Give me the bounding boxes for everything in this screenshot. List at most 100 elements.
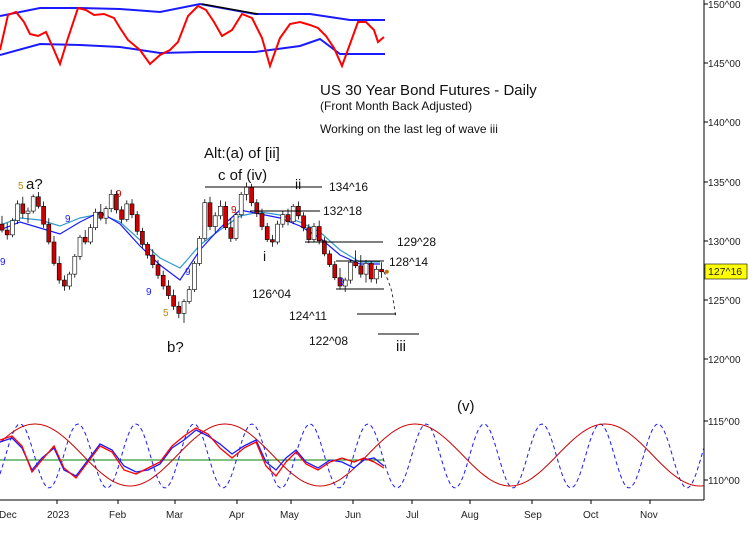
candle-body <box>4 229 10 236</box>
candle-body <box>93 211 98 229</box>
candle-body <box>353 261 358 267</box>
candle-body <box>56 263 62 281</box>
wave-label: c of (iv) <box>218 167 267 184</box>
candle-body <box>285 214 291 223</box>
y-tick-label: 130^00 <box>708 237 741 248</box>
candle-body <box>202 202 208 239</box>
candle-body <box>197 238 202 264</box>
level-label: 124^11 <box>289 309 327 323</box>
candle-body <box>368 263 374 280</box>
candle-body <box>348 261 353 281</box>
candle-body <box>192 263 197 290</box>
candle-body <box>270 239 275 243</box>
candle-body <box>212 215 218 227</box>
candle-body <box>322 240 327 255</box>
chart-title: US 30 Year Bond Futures - Daily <box>320 82 537 99</box>
y-tick-label: 150^00 <box>708 0 741 11</box>
wave-label: iii <box>396 338 406 355</box>
candle-body <box>103 208 109 219</box>
candle-body <box>207 202 213 227</box>
x-tick-label: Feb <box>109 510 127 521</box>
candle-body <box>140 230 145 245</box>
candle-body <box>171 295 176 307</box>
candle-body <box>254 202 260 214</box>
candle-series <box>0 182 389 323</box>
candle-body <box>259 213 265 227</box>
candle-body <box>238 194 244 215</box>
candle-body <box>275 223 280 243</box>
candle-body <box>82 236 88 243</box>
candle-body <box>223 206 228 229</box>
x-tick-label: Apr <box>229 510 245 521</box>
count-marker: 9 <box>231 205 237 216</box>
candle-body <box>134 214 140 232</box>
candle-body <box>88 227 93 243</box>
candle-body <box>15 203 20 221</box>
x-axis-labels: Dec 2023 Feb Mar Apr May Jun Jul Aug Sep… <box>0 500 658 521</box>
bottom-cycle-panel <box>0 423 705 489</box>
candle-body <box>62 279 67 287</box>
candle-body <box>363 263 369 275</box>
moving-average-fast <box>0 209 380 281</box>
candle-body <box>41 206 46 225</box>
candle-body <box>160 275 166 287</box>
x-tick-label: Jul <box>406 510 419 521</box>
candle-body <box>145 244 150 256</box>
count-marker: 9 <box>339 277 345 288</box>
count-marker: 9 <box>185 267 191 278</box>
candle-body <box>311 226 317 240</box>
candle-body <box>327 253 332 265</box>
candle-body <box>228 227 234 239</box>
level-label: 132^18 <box>323 204 362 218</box>
candle-body <box>150 254 156 265</box>
candle-body <box>46 223 52 243</box>
level-label: 129^28 <box>397 235 436 249</box>
wave-label: i <box>263 248 266 264</box>
cycle-price-red <box>0 427 385 479</box>
chart-comment: Working on the last leg of wave iii <box>320 122 498 136</box>
level-label: 134^16 <box>329 180 368 194</box>
wave-label: ii <box>295 176 301 192</box>
x-tick-label: Nov <box>640 510 658 521</box>
y-tick-label: 125^00 <box>708 296 741 307</box>
candle-body <box>280 214 286 225</box>
y-tick-label: 135^00 <box>708 178 741 189</box>
candle-body <box>129 203 135 215</box>
candle-body <box>379 269 384 273</box>
x-tick-label: Aug <box>461 510 479 521</box>
candle-body <box>77 236 83 257</box>
count-marker: 9 <box>116 189 122 200</box>
candle-body <box>358 265 364 275</box>
candle-body <box>30 196 36 212</box>
wave-label: a? <box>26 176 43 193</box>
candle-body <box>10 220 15 236</box>
candle-body <box>186 289 192 302</box>
last-price-label: 127^16 <box>708 266 742 278</box>
candle-body <box>108 194 114 209</box>
candle-body <box>20 203 26 214</box>
y-tick-label: 140^00 <box>708 118 741 129</box>
top-oscillator-upper-band <box>0 2 385 21</box>
candle-body <box>233 214 239 239</box>
candle-body <box>244 186 249 195</box>
candle-body <box>337 277 343 287</box>
candle-body <box>72 255 78 275</box>
candle-body <box>301 215 306 229</box>
wave-label: (v) <box>457 398 475 415</box>
candle-body <box>342 279 348 287</box>
top-oscillator-panel <box>0 2 385 70</box>
candle-body <box>176 305 182 314</box>
candle-body <box>114 194 119 211</box>
candle-body <box>36 196 41 207</box>
x-tick-label: Jun <box>345 510 361 521</box>
wave-label: b? <box>167 339 184 356</box>
y-tick-label: 110^00 <box>708 476 740 487</box>
candle-body <box>306 227 312 240</box>
candle-body <box>25 210 31 214</box>
candle-body <box>264 226 270 240</box>
count-marker: 5 <box>18 181 24 192</box>
y-axis-ticks: 150^00 145^00 140^00 135^00 130^00 125^0… <box>704 0 741 487</box>
candle-body <box>98 211 104 219</box>
